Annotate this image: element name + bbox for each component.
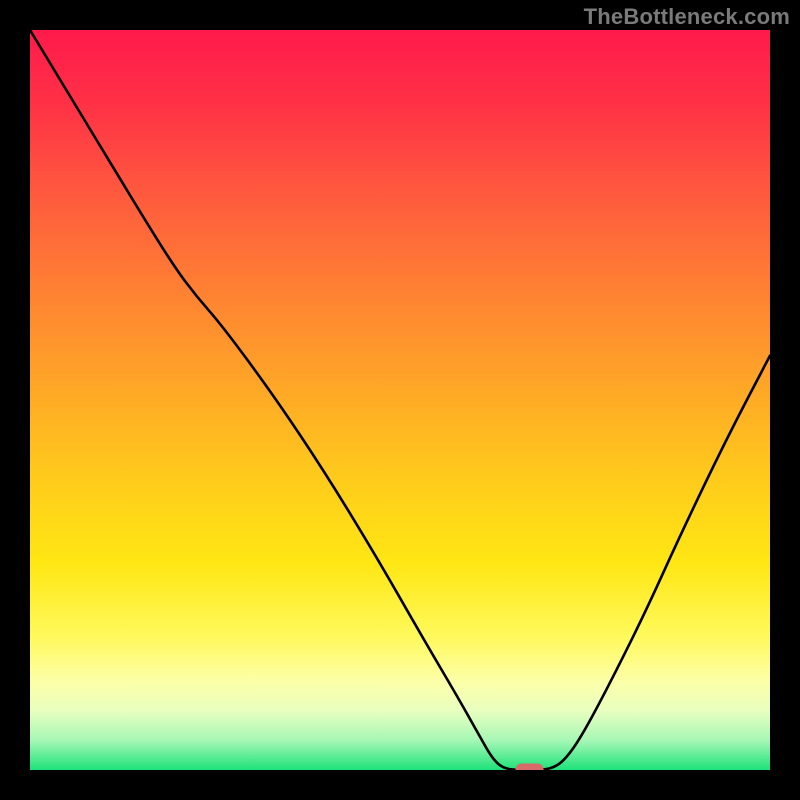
chart-frame: TheBottleneck.com: [0, 0, 800, 800]
optimal-marker: [516, 764, 544, 777]
watermark-text: TheBottleneck.com: [584, 4, 790, 30]
gradient-background: [30, 30, 770, 770]
bottleneck-chart: [0, 0, 800, 800]
